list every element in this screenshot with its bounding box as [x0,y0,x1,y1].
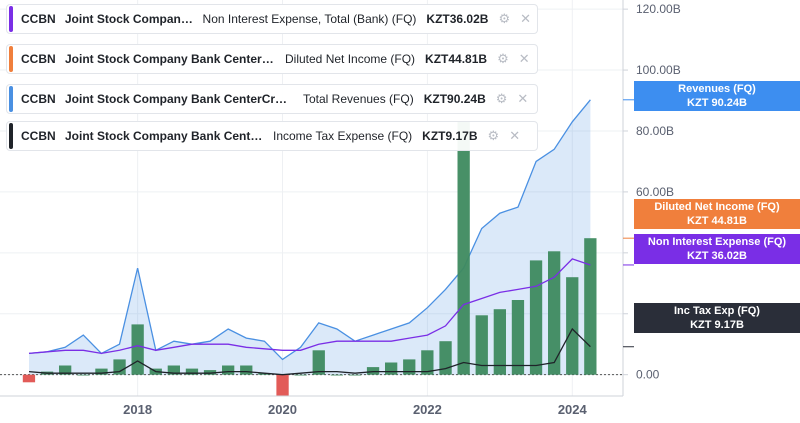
revenues-line [28,99,591,361]
net-income-bar [258,373,271,375]
close-icon[interactable]: ✕ [518,51,530,66]
legend-swatch [9,6,13,32]
net-income-bar [113,359,126,375]
settings-icon[interactable]: ⚙ [498,11,511,26]
net-income-bar [385,362,398,375]
net-income-bar [77,374,90,376]
x-tick-label: 2024 [558,402,588,417]
legend-symbol: CCBN [21,129,56,143]
net-income-bar [203,370,217,375]
legend-swatch [9,86,13,112]
legend-value: KZT90.24B [423,92,486,106]
y-tick-label: 120.00B [636,2,681,16]
net-income-bar [493,309,506,375]
tag-value: KZT 9.17B [690,319,744,331]
tag-value: KZT 36.02B [687,250,747,262]
net-income-bar [131,324,144,375]
net-income-bar [421,350,434,375]
net-income-bar [185,368,199,375]
net-income-bar [529,260,543,375]
y-tick-label: 80.00B [636,124,674,138]
net-income-bar [312,350,325,375]
price-tag-net-income: Diluted Net Income (FQ) KZT 44.81B [634,199,800,229]
net-income-bar [366,367,380,375]
legend-row-total-revenues[interactable]: CCBN Joint Stock Company Bank CenterCr… … [6,84,538,114]
legend-row-income-tax-expense[interactable]: CCBN Joint Stock Company Bank Cente… Inc… [6,121,538,151]
revenues-area [29,99,591,375]
non-interest-expense-line [28,258,591,355]
y-tick-label: 60.00B [636,185,674,199]
income-tax-line [28,327,591,376]
net-income-bar [584,238,597,375]
legend-company: Joint Stock Company Bank Center… [65,52,274,66]
net-income-bar [439,341,452,375]
legend-symbol: CCBN [21,52,56,66]
y-tick-label: 100.00B [636,63,681,77]
legend-company: Joint Stock Company Bank Cente… [65,129,265,143]
settings-icon[interactable]: ⚙ [487,128,500,143]
net-income-bar [403,359,416,375]
legend-value: KZT36.02B [426,12,489,26]
net-income-bar [59,365,72,375]
legend-symbol: CCBN [20,12,56,26]
x-tick-label: 2018 [123,402,152,417]
price-tag-non-interest-expense: Non Interest Expense (FQ) KZT 36.02B [634,234,800,264]
legend-value: KZT44.81B [425,52,488,66]
x-axis-ticks: 2018 2020 2022 2024 [123,402,587,417]
net-income-bar [548,251,561,375]
net-income-bar [348,374,362,376]
close-icon[interactable]: ✕ [520,11,531,26]
net-income-bar [457,121,470,375]
tag-title: Diluted Net Income (FQ) [654,201,780,213]
net-income-bar [167,365,180,375]
tag-title: Revenues (FQ) [678,83,756,95]
legend-row-non-interest-expense[interactable]: CCBN Joint Stock Compan… Non Interest Ex… [6,4,538,34]
net-income-bar [222,365,235,375]
net-income-bar [22,374,36,383]
legend-row-diluted-net-income[interactable]: CCBN Joint Stock Company Bank Center… Di… [6,44,538,74]
x-tick-label: 2022 [413,402,442,417]
net-income-bar [240,365,253,375]
x-tick-label: 2020 [268,402,297,417]
tag-title: Inc Tax Exp (FQ) [674,305,760,317]
net-income-bar [294,374,307,376]
settings-icon[interactable]: ⚙ [495,91,508,106]
legend-metric: Income Tax Expense (FQ) [273,129,413,143]
legend-company: Joint Stock Compan… [64,12,193,26]
legend-symbol: CCBN [21,92,56,106]
net-income-bar [276,374,289,396]
close-icon[interactable]: ✕ [509,128,521,143]
y-tick-label: 0.00 [636,368,660,382]
legend-swatch [9,46,13,72]
price-tag-revenues: Revenues (FQ) KZT 90.24B [634,81,800,111]
net-income-bar [475,315,488,375]
tag-value: KZT 90.24B [687,97,747,109]
price-tag-income-tax: Inc Tax Exp (FQ) KZT 9.17B [634,303,800,333]
net-income-bar [566,277,579,375]
settings-icon[interactable]: ⚙ [497,51,509,66]
legend-metric: Diluted Net Income (FQ) [285,52,416,66]
legend-metric: Non Interest Expense, Total (Bank) (FQ) [202,12,417,26]
legend-value: KZT9.17B [422,129,478,143]
net-income-bar [511,300,525,375]
tag-value: KZT 44.81B [687,215,747,227]
close-icon[interactable]: ✕ [517,91,529,106]
tag-title: Non Interest Expense (FQ) [647,236,787,248]
net-income-bar [330,374,343,376]
legend-swatch [9,123,13,149]
net-income-bar [95,368,108,375]
legend-company: Joint Stock Company Bank CenterCr… [65,92,288,106]
legend-metric: Total Revenues (FQ) [303,92,414,106]
